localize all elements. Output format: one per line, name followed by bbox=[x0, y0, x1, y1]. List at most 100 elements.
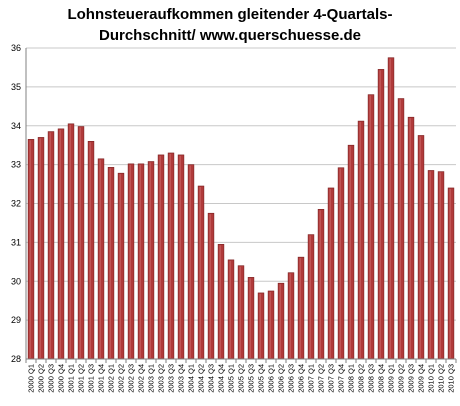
bar-highlight bbox=[359, 122, 361, 359]
bar-highlight bbox=[419, 136, 421, 358]
y-tick-label: 30 bbox=[11, 276, 21, 286]
bar-highlight bbox=[299, 258, 301, 358]
bar-highlight bbox=[249, 278, 251, 358]
bar-highlight bbox=[229, 260, 231, 358]
bar-highlight bbox=[319, 210, 321, 358]
bar-highlight bbox=[139, 164, 141, 358]
x-category-label: 2008 Q2 bbox=[357, 364, 366, 393]
x-category-label: 2008 Q4 bbox=[377, 364, 386, 393]
x-category-label: 2009 Q2 bbox=[397, 364, 406, 393]
x-category-label: 2005 Q2 bbox=[237, 364, 246, 393]
x-category-label: 2009 Q4 bbox=[417, 364, 426, 393]
x-category-label: 2008 Q3 bbox=[367, 364, 376, 393]
chart-title: Lohnsteueraufkommen gleitender 4-Quartal… bbox=[0, 4, 460, 46]
bar-highlight bbox=[89, 142, 91, 358]
bar-highlight bbox=[259, 293, 261, 358]
bar-highlight bbox=[189, 165, 191, 358]
x-category-label: 2009 Q1 bbox=[387, 364, 396, 393]
bar-highlight bbox=[369, 95, 371, 359]
bar-highlight bbox=[69, 124, 71, 359]
bar-highlight bbox=[149, 162, 151, 358]
bar-highlight bbox=[169, 153, 171, 358]
bar-highlight bbox=[209, 214, 211, 358]
x-category-label: 2000 Q1 bbox=[27, 364, 36, 393]
x-category-label: 2005 Q3 bbox=[247, 364, 256, 393]
x-category-label: 2010 Q1 bbox=[427, 364, 436, 393]
bar-highlight bbox=[399, 99, 401, 358]
bar-highlight bbox=[449, 188, 451, 358]
chart-title-line-2: Durchschnitt/ www.querschuesse.de bbox=[98, 27, 361, 44]
x-category-label: 2000 Q3 bbox=[47, 364, 56, 393]
y-tick-label: 35 bbox=[11, 82, 21, 92]
y-tick-label: 34 bbox=[11, 121, 21, 131]
x-category-label: 2008 Q1 bbox=[347, 364, 356, 393]
bar-highlight bbox=[279, 284, 281, 358]
x-category-label: 2002 Q2 bbox=[117, 364, 126, 393]
x-category-label: 2004 Q2 bbox=[197, 364, 206, 393]
y-tick-label: 31 bbox=[11, 237, 21, 247]
x-category-label: 2004 Q1 bbox=[187, 364, 196, 393]
x-category-label: 2003 Q1 bbox=[147, 364, 156, 393]
x-category-label: 2006 Q2 bbox=[277, 364, 286, 393]
bar-highlight bbox=[409, 118, 411, 358]
axes bbox=[25, 48, 457, 363]
x-category-label: 2003 Q3 bbox=[167, 364, 176, 393]
bar-highlight bbox=[219, 245, 221, 358]
bar-highlight bbox=[339, 168, 341, 358]
x-category-label: 2001 Q1 bbox=[67, 364, 76, 393]
chart-title-line-1: Lohnsteueraufkommen gleitender 4-Quartal… bbox=[67, 6, 393, 23]
x-category-label: 2000 Q4 bbox=[57, 364, 66, 393]
x-category-label: 2001 Q2 bbox=[77, 364, 86, 393]
x-category-label: 2005 Q1 bbox=[227, 364, 236, 393]
bar-highlight bbox=[199, 187, 201, 358]
bar-highlight bbox=[29, 140, 31, 358]
y-tick-label: 32 bbox=[11, 199, 21, 209]
x-category-label: 2007 Q1 bbox=[307, 364, 316, 393]
bar-highlight bbox=[129, 164, 131, 358]
x-category-label: 2007 Q3 bbox=[327, 364, 336, 393]
bar-highlight bbox=[379, 70, 381, 358]
y-tick-label: 36 bbox=[11, 43, 21, 53]
bar-highlight bbox=[109, 168, 111, 358]
x-category-label: 2006 Q3 bbox=[287, 364, 296, 393]
x-category-label: 2000 Q2 bbox=[37, 364, 46, 393]
bar-highlight bbox=[39, 138, 41, 358]
bar-highlight bbox=[179, 155, 181, 358]
bar-highlight bbox=[79, 127, 81, 358]
y-tick-label: 33 bbox=[11, 160, 21, 170]
bars bbox=[27, 57, 455, 360]
x-category-label: 2010 Q2 bbox=[437, 364, 446, 393]
bar-highlight bbox=[289, 273, 291, 358]
x-category-label: 2001 Q3 bbox=[87, 364, 96, 393]
x-category-label: 2006 Q4 bbox=[297, 364, 306, 393]
x-category-label: 2003 Q4 bbox=[177, 364, 186, 393]
bar-highlight bbox=[269, 291, 271, 358]
bar-highlight bbox=[349, 146, 351, 358]
bar-highlight bbox=[119, 174, 121, 358]
x-category-label: 2007 Q2 bbox=[317, 364, 326, 393]
bar-highlight bbox=[49, 132, 51, 358]
bar-highlight bbox=[99, 159, 101, 358]
bar-highlight bbox=[239, 266, 241, 358]
x-category-label: 2001 Q4 bbox=[97, 364, 106, 393]
y-tick-label: 28 bbox=[11, 354, 21, 364]
bar-highlight bbox=[309, 235, 311, 358]
y-tick-label: 29 bbox=[11, 315, 21, 325]
bar-highlight bbox=[159, 155, 161, 358]
bar-highlight bbox=[439, 172, 441, 358]
x-category-label: 2006 Q1 bbox=[267, 364, 276, 393]
x-category-label: 2002 Q1 bbox=[107, 364, 116, 393]
bar-highlight bbox=[59, 129, 61, 358]
x-category-label: 2003 Q2 bbox=[157, 364, 166, 393]
x-category-label: 2010 Q3 bbox=[447, 364, 456, 393]
x-category-label: 2009 Q3 bbox=[407, 364, 416, 393]
bar-highlight bbox=[329, 188, 331, 358]
x-category-label: 2004 Q4 bbox=[217, 364, 226, 393]
bar-highlight bbox=[389, 58, 391, 358]
x-category-label: 2005 Q4 bbox=[257, 364, 266, 393]
x-category-label: 2002 Q4 bbox=[137, 364, 146, 393]
bar-highlight bbox=[429, 171, 431, 358]
x-category-label: 2007 Q4 bbox=[337, 364, 346, 393]
